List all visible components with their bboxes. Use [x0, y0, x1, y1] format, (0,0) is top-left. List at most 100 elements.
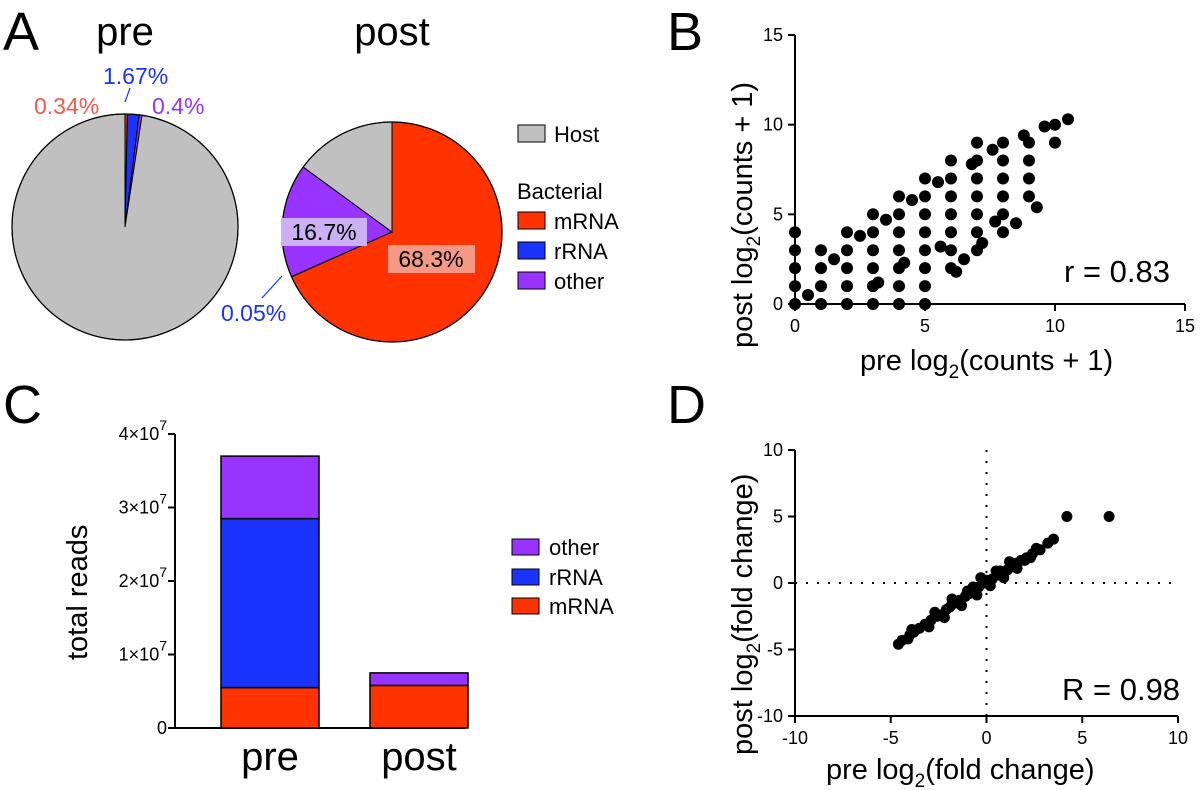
d-y-tick-label-3: 5 — [773, 507, 783, 527]
b-y-axis-title: post log2(counts + 1) — [727, 82, 765, 348]
c-y-tick-label-3: 3×107 — [119, 491, 168, 518]
d-x-tick-label-2: 0 — [981, 728, 991, 748]
b-point-21 — [893, 280, 905, 293]
b-y-tick-label-0: 0 — [773, 294, 783, 314]
d-point-42 — [923, 621, 935, 633]
b-point-37 — [945, 226, 957, 239]
b-point-20 — [893, 298, 905, 310]
b-point-14 — [867, 298, 879, 310]
b-point-26 — [893, 190, 905, 203]
b-point-12 — [841, 244, 853, 257]
d-x-axis-title: pre log2(fold change) — [826, 754, 1095, 790]
d-y-tick-label-1: -5 — [767, 640, 783, 660]
post-rrna-label: 0.05% — [221, 300, 286, 326]
b-point-50 — [997, 208, 1009, 221]
b-point-53 — [997, 154, 1009, 167]
d-points — [892, 511, 1115, 650]
b-point-60 — [1049, 118, 1061, 131]
d-point-44 — [956, 600, 968, 612]
b-point-72 — [965, 158, 978, 171]
pie-post — [281, 121, 503, 343]
d-x-tick-label-0: -10 — [782, 728, 808, 748]
c-bars — [220, 455, 469, 729]
b-point-5 — [815, 298, 827, 310]
b-x-tick-label-1: 5 — [920, 316, 930, 336]
b-point-52 — [997, 172, 1009, 185]
b-x-tick-label-0: 0 — [790, 316, 800, 336]
b-x-axis-title: pre log2(counts + 1) — [860, 345, 1113, 383]
b-point-77 — [898, 256, 911, 269]
b-point-62 — [1010, 217, 1022, 230]
b-x-tick-label-2: 10 — [1045, 316, 1065, 336]
d-point-51 — [981, 574, 992, 586]
legend-a-mrna-swatch — [517, 211, 546, 230]
b-point-80 — [989, 215, 1002, 228]
b-ticks: 0 5 10 15 0 5 10 15 — [763, 25, 1195, 336]
legend-c-rrna-label: rRNA — [549, 565, 603, 590]
b-point-69 — [880, 213, 892, 226]
legend-a-other-label: other — [554, 269, 604, 294]
b-point-7 — [815, 262, 827, 275]
panel-a: A pre post 1.67% 0.34% 0.4% 16.7% 68.3% … — [3, 2, 619, 343]
post-mrna-label-box — [388, 245, 475, 273]
b-point-73 — [986, 143, 999, 156]
b-point-54 — [997, 136, 1009, 149]
post-other-label-box — [281, 218, 367, 246]
legend-c-mrna-swatch — [511, 597, 540, 615]
b-y-tick-label-2: 10 — [763, 115, 783, 135]
b-point-3 — [789, 244, 801, 257]
d-point-35 — [946, 593, 958, 605]
bar-post-other — [369, 672, 469, 687]
pre-mrna-label: 0.34% — [34, 93, 99, 119]
d-point-53 — [994, 565, 1006, 577]
c-x-tick-pre: pre — [241, 735, 299, 779]
panel-b: B 0 5 10 15 0 5 10 15 r = 0.83 pre log2(counts … — [667, 2, 1195, 383]
b-point-75 — [1038, 120, 1051, 133]
b-point-59 — [1049, 136, 1061, 149]
b-point-51 — [997, 190, 1009, 203]
b-point-74 — [1017, 129, 1030, 142]
b-point-8 — [815, 244, 827, 257]
panel-letter-d: D — [667, 375, 706, 435]
legend-a-host-label: Host — [554, 122, 599, 147]
b-point-79 — [950, 265, 963, 278]
c-ticks: 0 1×107 2×107 3×107 4×107 — [119, 417, 175, 738]
d-x-tick-label-4: 10 — [1168, 728, 1188, 748]
b-point-38 — [945, 208, 957, 221]
panel-letter-a: A — [3, 2, 39, 62]
d-x-tick-label-3: 5 — [1077, 728, 1087, 748]
pie-pre — [11, 113, 239, 341]
c-y-axis-title: total reads — [62, 525, 94, 660]
b-point-63 — [1030, 201, 1043, 214]
b-point-46 — [971, 172, 983, 185]
d-point-31 — [1061, 511, 1073, 522]
pie-slice-pre-host — [11, 113, 239, 341]
b-point-61 — [1062, 113, 1074, 126]
bar-pre-rrna — [220, 517, 320, 689]
b-point-23 — [893, 244, 905, 257]
b-y-tick-label-1: 5 — [773, 204, 783, 224]
b-point-16 — [867, 262, 879, 275]
pie-outline-pre — [11, 113, 239, 341]
b-point-31 — [919, 226, 931, 239]
b-point-78 — [934, 240, 947, 253]
bar-post-mrna — [369, 684, 469, 729]
b-x-tick-label-3: 15 — [1175, 316, 1195, 336]
b-point-25 — [893, 208, 905, 221]
d-point-43 — [938, 612, 950, 624]
legend-c-mrna-label: mRNA — [549, 594, 614, 619]
d-point-34 — [929, 606, 941, 618]
post-mrna-label: 68.3% — [398, 246, 463, 272]
b-points — [789, 113, 1074, 310]
bar-pre-other — [220, 455, 320, 520]
post-rrna-leader — [261, 275, 283, 299]
legend-a-rrna-swatch — [517, 241, 546, 260]
legend-c-other-swatch — [511, 538, 540, 556]
b-point-40 — [945, 172, 957, 185]
b-point-44 — [971, 208, 983, 221]
legend-c-rrna-swatch — [511, 568, 540, 586]
b-stat-label: r = 0.83 — [1064, 254, 1170, 289]
b-point-48 — [971, 136, 983, 149]
d-ticks: -10 -5 0 5 10 -10 -5 0 5 10 — [757, 440, 1188, 748]
legend-a-mrna-label: mRNA — [554, 209, 619, 234]
